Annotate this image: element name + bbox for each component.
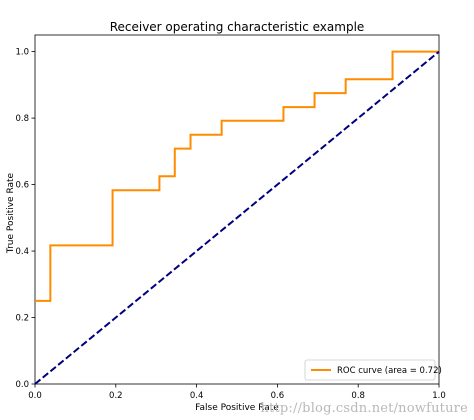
y-tick-label: 0.6 [15,181,29,191]
x-tick-label: 1.0 [432,391,446,401]
legend-box [304,359,436,381]
y-axis-label: True Positive Rate [6,172,16,254]
plot-frame [34,34,440,385]
x-tick-label: 0.2 [109,391,123,401]
chance-diagonal-line [34,50,440,385]
x-tick-label: 0.6 [271,391,285,401]
x-tick-label: 0.4 [190,391,204,401]
legend-label-roc: ROC curve (area = 0.72) [337,366,442,376]
y-tick-label: 0.4 [15,247,29,257]
y-tick-label: 0.8 [15,114,29,124]
y-tick-label: 1.0 [15,48,29,58]
watermark-text: http://blog.csdn.net/nowfuture [260,401,468,416]
y-tick-label: 0.2 [15,314,29,324]
roc-curve-line [35,50,439,302]
x-axis-label: False Positive Rate [195,403,279,413]
x-tick-label: 0.0 [28,391,42,401]
x-tick-label: 0.8 [351,391,365,401]
chart-title: Receiver operating characteristic exampl… [110,20,365,34]
y-tick-label: 0.0 [15,380,29,390]
